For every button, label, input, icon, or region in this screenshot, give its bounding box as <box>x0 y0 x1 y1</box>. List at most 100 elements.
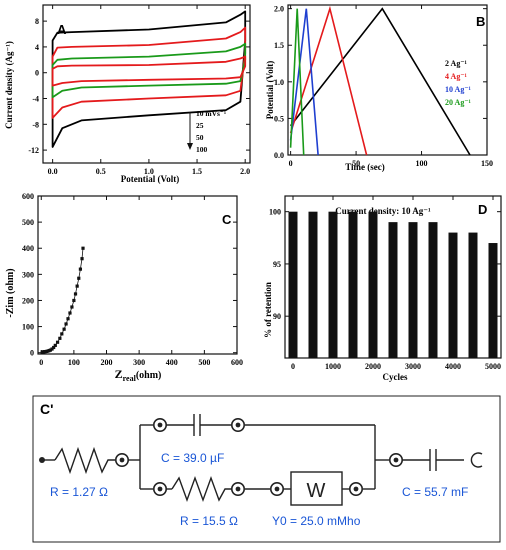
panel-c-xlabel-unit: (ohm) <box>136 370 162 381</box>
panel-d-bar <box>368 211 378 358</box>
panel-c-data-point <box>64 322 68 326</box>
panel-c-data-point <box>62 327 66 331</box>
panel-d-xlabel: Cycles <box>383 372 408 382</box>
panel-c-data-point <box>58 336 62 340</box>
panel-a-series-line <box>51 26 247 119</box>
panel-b-xtick-label: 50 <box>352 159 360 168</box>
panel-c-xtick-label: 500 <box>198 358 210 367</box>
panel-c-data-point <box>73 292 78 296</box>
circuit-node-inner <box>235 422 241 428</box>
panel-c-data-point <box>55 340 60 344</box>
circuit-frame <box>32 395 501 543</box>
panel-d-title: Current density: 10 Ag⁻¹ <box>335 206 431 216</box>
panel-b-legend-entry: 2 Ag⁻¹ <box>445 59 468 68</box>
panel-d-bar <box>408 222 418 358</box>
panel-c-data-point <box>70 305 74 309</box>
circuit-node-inner <box>119 457 125 463</box>
panel-c-data-point <box>75 284 79 288</box>
panel-c-ytick-label: 300 <box>22 270 34 279</box>
panel-d-bar <box>428 222 438 358</box>
panel-c-data-point <box>66 317 70 321</box>
panel-c-ylabel: -Zim (ohm) <box>5 268 16 317</box>
panel-c-letter: C <box>222 212 232 227</box>
panel-d-bar <box>488 243 498 358</box>
panel-c-xtick-label: 600 <box>231 358 243 367</box>
panel-c-ytick-label: 600 <box>22 192 34 201</box>
panel-c-prime-letter: C' <box>40 401 53 417</box>
resistor-r2 <box>171 475 232 503</box>
circuit-label-c1: C = 39.0 µF <box>161 451 224 465</box>
panel-d-bar <box>388 222 398 358</box>
panel-b-ytick-label: 0.0 <box>274 151 284 160</box>
circuit-node-inner <box>157 486 163 492</box>
panel-c-ytick-label: 200 <box>22 296 34 305</box>
panel-b-series-line <box>289 8 319 156</box>
panel-c-data-point <box>48 348 52 352</box>
panel-d-ytick-label: 95 <box>273 260 281 269</box>
panel-a-ytick-label: -8 <box>32 120 39 129</box>
panel-b-ytick-label: 0.5 <box>274 114 284 123</box>
panel-c-series-line <box>42 248 84 353</box>
panel-a-xtick-label: 2.0 <box>240 167 250 176</box>
panel-b-xlabel: Time (sec) <box>345 162 385 172</box>
panel-b-series-line <box>289 7 471 156</box>
panel-b-ylabel: Potential (Volt) <box>265 61 275 119</box>
panel-a-ytick-label: -4 <box>32 95 39 104</box>
circuit-nodes <box>115 417 403 497</box>
panel-a-ylabel: Current density (Ag⁻¹) <box>4 41 14 129</box>
panel-b-legend-entry: 20 Ag⁻¹ <box>445 98 472 107</box>
panel-c-data-point <box>52 345 56 350</box>
panel-c-prime-circuit: C' W R = 1.27 Ω C = 39.0 µF R = 15.5 Ω Y… <box>32 395 501 543</box>
panel-d-bar <box>288 211 298 358</box>
panel-a-xtick-label: 0.0 <box>48 167 58 176</box>
panel-a-legend-entry: 100 <box>196 145 208 154</box>
circuit-wiring <box>42 414 483 506</box>
panel-d-xtick-label: 3000 <box>405 362 421 371</box>
panel-c-data-point <box>60 332 64 336</box>
panel-a-series-line <box>51 42 247 99</box>
panel-c-xlabel: Zreal(ohm) <box>115 367 162 383</box>
circuit-node-inner <box>353 486 359 492</box>
panel-b-series-line <box>289 8 305 156</box>
panel-d-bar <box>468 232 478 358</box>
panel-d-bar <box>348 211 358 358</box>
panel-a-legend-entry: 25 <box>196 121 204 130</box>
panel-b-legend-entry: 10 Ag⁻¹ <box>445 85 472 94</box>
panel-a-ytick-label: -12 <box>28 146 39 155</box>
panel-d-xtick-label: 2000 <box>365 362 381 371</box>
panel-d-xtick-label: 5000 <box>485 362 501 371</box>
panel-c-data-point <box>77 276 81 280</box>
panel-c-xlabel-main: Z <box>115 367 123 381</box>
panel-b-xtick-label: 100 <box>416 159 428 168</box>
panel-b-gcd-chart: Potential (Volt) Time (sec) B 0 50 100 150 2… <box>265 4 493 172</box>
panel-c-xlabel-sub: real <box>123 374 137 383</box>
panel-c-data-point <box>53 343 57 347</box>
panel-b-series-line <box>289 5 368 156</box>
panel-b-ytick-label: 1.0 <box>274 78 284 87</box>
panel-a-xtick-label: 1.5 <box>192 167 202 176</box>
panel-c-nyquist-chart: -Zim (ohm) Zreal(ohm) C 0 100 200 300 400 500… <box>5 192 243 383</box>
panel-b-xtick-label: 0 <box>289 159 293 168</box>
panel-c-ytick-label: 0 <box>30 349 34 358</box>
panel-a-legend-entry: 50 <box>196 133 204 142</box>
panel-c-data-point <box>78 267 83 271</box>
circuit-label-y0: Y0 = 25.0 mMho <box>272 514 361 528</box>
circuit-label-c2: C = 55.7 mF <box>402 485 468 499</box>
panel-c-frame <box>37 195 238 355</box>
panel-a-legend-entry: 10 mVs⁻¹ <box>196 109 226 118</box>
panel-d-ylabel: % of retention <box>263 282 273 338</box>
panel-c-ytick-label: 100 <box>22 323 34 332</box>
panel-d-bar <box>328 211 338 358</box>
panel-c-xtick-label: 200 <box>101 358 113 367</box>
panel-a-series-line <box>51 55 247 87</box>
panel-c-xtick-label: 0 <box>39 358 43 367</box>
panel-c-data-point <box>72 298 76 303</box>
panel-b-ytick-label: 2.0 <box>274 5 284 14</box>
panel-a-letter: A <box>57 22 67 37</box>
panel-d-xtick-label: 1000 <box>325 362 341 371</box>
panel-d-retention-chart: % of retention Cycles Current density: 1… <box>263 195 502 382</box>
panel-c-data-point <box>80 257 84 261</box>
circuit-label-w: W <box>307 480 326 502</box>
panel-c-ytick-label: 400 <box>22 244 34 253</box>
panel-d-bar <box>448 232 458 358</box>
